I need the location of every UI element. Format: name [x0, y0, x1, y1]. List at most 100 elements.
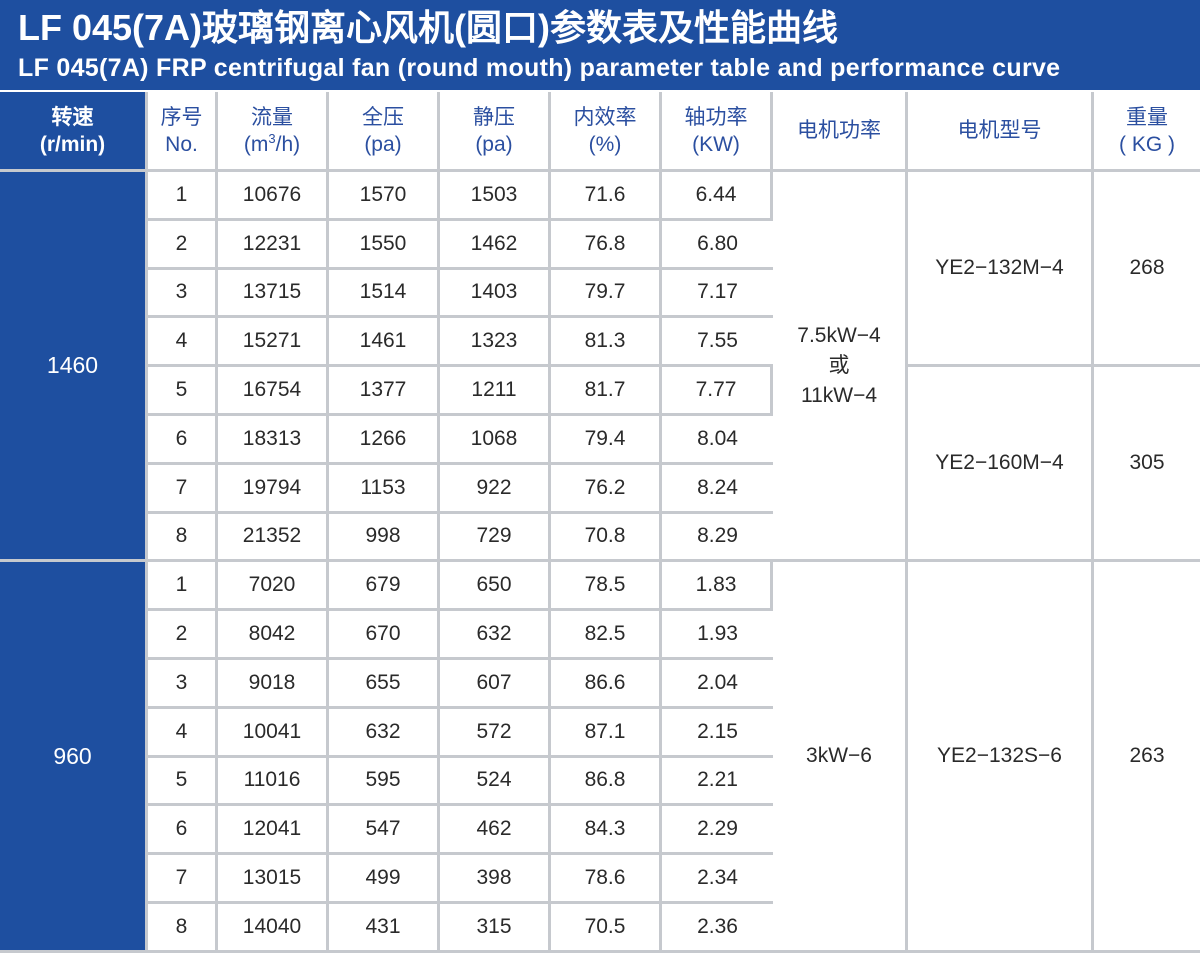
cell-efficiency: 86.8 — [551, 757, 662, 807]
header-static-pressure-unit: (pa) — [475, 132, 513, 156]
cell-static-pressure: 729 — [440, 513, 551, 563]
header-total-pressure-label: 全压 — [362, 105, 404, 129]
cell-shaft-power: 8.04 — [662, 415, 773, 465]
cell-total-pressure: 1570 — [329, 172, 440, 221]
cell-efficiency: 70.8 — [551, 513, 662, 563]
cell-static-pressure: 1211 — [440, 367, 551, 416]
cell-flow: 21352 — [218, 513, 329, 563]
header-total-pressure: 全压 (pa) — [329, 92, 440, 172]
cell-no: 7 — [148, 464, 218, 514]
table-row: 4 10041 632 572 87.1 2.15 — [0, 708, 1200, 758]
cell-efficiency: 87.1 — [551, 708, 662, 758]
cell-static-pressure: 315 — [440, 903, 551, 953]
cell-shaft-power: 7.77 — [662, 367, 773, 416]
cell-static-pressure: 607 — [440, 659, 551, 709]
cell-no: 3 — [148, 269, 218, 319]
cell-efficiency: 79.7 — [551, 269, 662, 319]
motor-power-option-2: 11kW−4 — [800, 383, 878, 407]
table-row: 7 13015 499 398 78.6 2.34 — [0, 855, 1200, 904]
cell-total-pressure: 595 — [329, 757, 440, 807]
weight-cell: 268 — [1094, 172, 1200, 368]
cell-total-pressure: 998 — [329, 513, 440, 563]
cell-flow: 19794 — [218, 464, 329, 514]
header-weight-unit: ( KG ) — [1119, 132, 1175, 156]
cell-no: 8 — [148, 513, 218, 563]
cell-total-pressure: 670 — [329, 611, 440, 660]
cell-static-pressure: 1068 — [440, 415, 551, 465]
cell-flow: 16754 — [218, 367, 329, 416]
cell-no: 5 — [148, 367, 218, 416]
motor-power-option-1: 3kW−6 — [806, 744, 872, 768]
cell-efficiency: 79.4 — [551, 415, 662, 465]
cell-efficiency: 76.8 — [551, 220, 662, 270]
motor-model-cell: YE2−160M−4 — [908, 367, 1094, 563]
motor-power-or: 或 — [828, 353, 850, 377]
cell-flow: 10041 — [218, 708, 329, 758]
cell-efficiency: 81.7 — [551, 367, 662, 416]
cell-static-pressure: 462 — [440, 806, 551, 856]
cell-efficiency: 81.3 — [551, 318, 662, 368]
cell-flow: 10676 — [218, 172, 329, 221]
header-speed-unit: (r/min) — [39, 132, 106, 156]
motor-power-option-1: 7.5kW−4 — [797, 323, 881, 347]
table-row: 960 1 7020 679 650 78.5 1.83 3kW−6 YE2−1… — [0, 562, 1200, 953]
cell-no: 6 — [148, 415, 218, 465]
speed-cell: 1460 — [0, 172, 148, 563]
cell-total-pressure: 632 — [329, 708, 440, 758]
cell-flow: 13015 — [218, 855, 329, 904]
cell-total-pressure: 499 — [329, 855, 440, 904]
cell-no: 6 — [148, 806, 218, 856]
cell-total-pressure: 1550 — [329, 220, 440, 270]
cell-flow: 14040 — [218, 903, 329, 953]
table-row: 2 8042 670 632 82.5 1.93 — [0, 611, 1200, 660]
cell-efficiency: 70.5 — [551, 903, 662, 953]
header-efficiency-label: 内效率 — [573, 105, 637, 129]
table-row: 1460 1 10676 1570 1503 71.6 6.44 7.5kW−4… — [0, 172, 1200, 563]
cell-no: 8 — [148, 903, 218, 953]
header-motor-model: 电机型号 — [908, 92, 1094, 172]
header-static-pressure: 静压 (pa) — [440, 92, 551, 172]
cell-shaft-power: 2.04 — [662, 659, 773, 709]
cell-efficiency: 71.6 — [551, 172, 662, 221]
cell-flow: 15271 — [218, 318, 329, 368]
weight-cell: 263 — [1094, 562, 1200, 953]
cell-efficiency: 86.6 — [551, 659, 662, 709]
cell-flow: 13715 — [218, 269, 329, 319]
header-shaft-power: 轴功率 (KW) — [662, 92, 773, 172]
cell-static-pressure: 572 — [440, 708, 551, 758]
table-row: 8 14040 431 315 70.5 2.36 — [0, 903, 1200, 953]
cell-total-pressure: 1377 — [329, 367, 440, 416]
cell-static-pressure: 1323 — [440, 318, 551, 368]
header-shaft-power-label: 轴功率 — [684, 105, 748, 129]
cell-static-pressure: 1462 — [440, 220, 551, 270]
cell-efficiency: 78.5 — [551, 562, 662, 612]
table-row: 4 15271 1461 1323 81.3 7.55 — [0, 318, 1200, 368]
header-no-unit: No. — [165, 132, 198, 156]
cell-no: 2 — [148, 220, 218, 270]
header-flow-label: 流量 — [251, 105, 293, 129]
motor-model-cell: YE2−132S−6 — [908, 562, 1094, 953]
cell-total-pressure: 1461 — [329, 318, 440, 368]
cell-flow: 12041 — [218, 806, 329, 856]
cell-efficiency: 84.3 — [551, 806, 662, 856]
header-weight: 重量 ( KG ) — [1094, 92, 1200, 172]
cell-no: 7 — [148, 855, 218, 904]
header-shaft-power-unit: (KW) — [692, 132, 740, 156]
cell-flow: 9018 — [218, 659, 329, 709]
cell-shaft-power: 7.17 — [662, 269, 773, 319]
table-row: 3 13715 1514 1403 79.7 7.17 — [0, 269, 1200, 319]
cell-no: 3 — [148, 659, 218, 709]
header-total-pressure-unit: (pa) — [364, 132, 402, 156]
cell-static-pressure: 632 — [440, 611, 551, 660]
header-no: 序号 No. — [148, 92, 218, 172]
cell-static-pressure: 1503 — [440, 172, 551, 221]
table-header-row: 转速 (r/min) 序号 No. 流量 (m3/h) 全压 (pa) 静压 (… — [0, 92, 1200, 172]
cell-shaft-power: 2.29 — [662, 806, 773, 856]
table-row: 5 11016 595 524 86.8 2.21 — [0, 757, 1200, 807]
cell-shaft-power: 1.83 — [662, 562, 773, 612]
table-row: 6 18313 1266 1068 79.4 8.04 — [0, 415, 1200, 465]
cell-flow: 18313 — [218, 415, 329, 465]
cell-total-pressure: 547 — [329, 806, 440, 856]
cell-efficiency: 78.6 — [551, 855, 662, 904]
cell-static-pressure: 398 — [440, 855, 551, 904]
